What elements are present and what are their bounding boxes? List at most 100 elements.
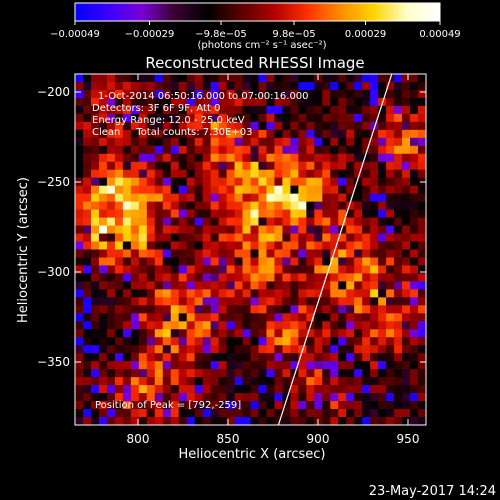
- heatmap-cell: [402, 145, 411, 155]
- heatmap-cell: [338, 169, 347, 179]
- heatmap-cell: [378, 273, 387, 282]
- heatmap-cell: [194, 409, 204, 418]
- heatmap-cell: [306, 377, 315, 386]
- heatmap-cell: [90, 97, 100, 107]
- heatmap-cell: [162, 161, 172, 171]
- heatmap-cell: [314, 257, 323, 266]
- heatmap-cell: [242, 145, 251, 155]
- heatmap-cell: [146, 281, 156, 290]
- heatmap-cell: [314, 337, 323, 346]
- heatmap-cell: [354, 393, 363, 402]
- heatmap-cell: [90, 321, 100, 330]
- heatmap-cell: [250, 74, 259, 83]
- heatmap-cell: [410, 121, 419, 131]
- heatmap-cell: [186, 377, 196, 386]
- heatmap-cell: [306, 97, 315, 107]
- heatmap-cell: [170, 289, 180, 298]
- heatmap-cell: [178, 161, 188, 171]
- heatmap-cell: [266, 193, 275, 203]
- heatmap-cell: [394, 89, 403, 99]
- heatmap-cell: [146, 217, 156, 226]
- heatmap-cell: [338, 321, 347, 330]
- heatmap-cell: [154, 345, 164, 354]
- heatmap-cell: [98, 321, 108, 330]
- heatmap-cell: [354, 321, 363, 330]
- heatmap-cell: [306, 145, 315, 155]
- heatmap-cell: [242, 105, 251, 115]
- heatmap-cell: [194, 193, 204, 203]
- heatmap-cell: [290, 97, 299, 107]
- heatmap-cell: [322, 393, 331, 402]
- heatmap-cell: [106, 145, 116, 155]
- heatmap-cell: [362, 241, 371, 250]
- heatmap-cell: [146, 129, 156, 139]
- heatmap-cell: [226, 185, 235, 195]
- heatmap-cell: [418, 337, 426, 346]
- heatmap-cell: [146, 97, 156, 107]
- heatmap-cell: [178, 145, 188, 155]
- heatmap-cell: [146, 89, 156, 99]
- heatmap-cell: [290, 337, 299, 346]
- heatmap-cell: [154, 297, 164, 306]
- heatmap-cell: [82, 257, 92, 266]
- heatmap-cell: [362, 121, 371, 131]
- heatmap-cell: [410, 345, 419, 354]
- heatmap-cell: [298, 201, 307, 211]
- heatmap-cell: [122, 313, 132, 322]
- heatmap-cell: [170, 169, 180, 179]
- heatmap-cell: [362, 97, 371, 107]
- heatmap-cell: [106, 121, 116, 131]
- heatmap-cell: [242, 321, 251, 330]
- heatmap-cell: [418, 121, 426, 131]
- heatmap-cell: [178, 329, 188, 338]
- heatmap-cell: [210, 321, 219, 330]
- heatmap-cell: [370, 153, 379, 163]
- heatmap-cell: [170, 321, 180, 330]
- heatmap-cell: [258, 137, 267, 147]
- heatmap-cell: [346, 281, 355, 290]
- heatmap-cell: [394, 257, 403, 266]
- heatmap-cell: [82, 409, 92, 418]
- heatmap-cell: [194, 137, 204, 147]
- heatmap-cell: [234, 385, 243, 394]
- heatmap-cell: [386, 337, 395, 346]
- heatmap-cell: [378, 313, 387, 322]
- heatmap-cell: [218, 393, 227, 402]
- heatmap-cell: [98, 345, 108, 354]
- heatmap-cell: [75, 329, 84, 338]
- heatmap-cell: [362, 145, 371, 155]
- heatmap-cell: [186, 177, 196, 187]
- heatmap-cell: [90, 153, 100, 163]
- heatmap-cell: [170, 265, 180, 274]
- heatmap-cell: [346, 409, 355, 418]
- heatmap-cell: [290, 297, 299, 306]
- heatmap-cell: [170, 385, 180, 394]
- heatmap-cell: [282, 217, 291, 226]
- heatmap-cell: [274, 169, 283, 179]
- heatmap-cell: [242, 185, 251, 195]
- heatmap-cell: [322, 401, 331, 410]
- heatmap-cell: [178, 337, 188, 346]
- heatmap-cell: [306, 185, 315, 195]
- heatmap-cell: [210, 249, 219, 258]
- heatmap-cell: [138, 225, 148, 234]
- heatmap-cell: [82, 185, 92, 195]
- heatmap-image: [75, 74, 426, 425]
- heatmap-cell: [242, 249, 251, 258]
- heatmap-cell: [338, 185, 347, 195]
- heatmap-cell: [290, 177, 299, 187]
- heatmap-cell: [250, 241, 259, 250]
- heatmap-cell: [258, 129, 267, 139]
- heatmap-cell: [162, 113, 172, 123]
- heatmap-cell: [330, 153, 339, 163]
- heatmap-cell: [122, 209, 132, 218]
- heatmap-cell: [418, 385, 426, 394]
- heatmap-cell: [306, 417, 315, 425]
- heatmap-cell: [234, 225, 243, 234]
- heatmap-cell: [122, 129, 132, 139]
- heatmap-cell: [234, 321, 243, 330]
- heatmap-cell: [234, 153, 243, 163]
- heatmap-cell: [82, 273, 92, 282]
- heatmap-cell: [354, 113, 363, 123]
- heatmap-cell: [226, 353, 235, 362]
